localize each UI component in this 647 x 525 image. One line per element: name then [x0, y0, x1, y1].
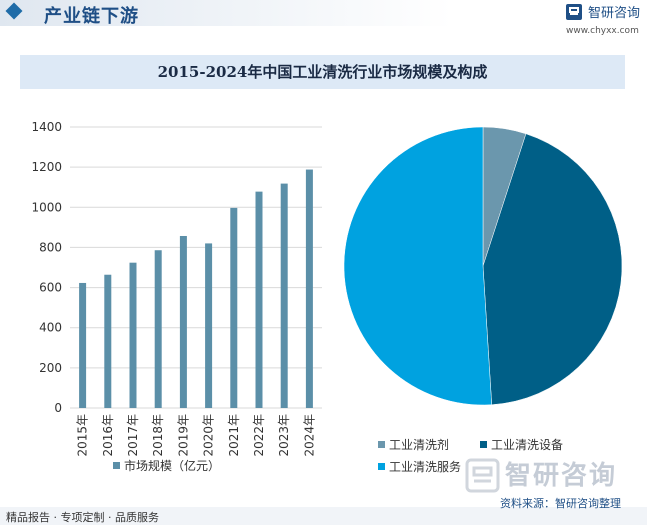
y-tick-label: 1000	[31, 200, 62, 214]
x-tick-label: 2017年	[126, 414, 140, 457]
brand-name: 智研咨询	[588, 6, 641, 21]
y-tick-label: 1200	[31, 160, 62, 174]
x-tick-label: 2020年	[202, 414, 216, 457]
bar	[280, 183, 288, 408]
watermark-text: 智研咨询	[505, 461, 618, 491]
bar	[79, 282, 87, 408]
bar	[154, 250, 162, 408]
y-tick-label: 800	[39, 240, 62, 254]
y-tick-label: 1400	[31, 120, 62, 134]
brand: 智研咨询	[566, 2, 646, 24]
bar	[129, 262, 137, 408]
bar	[179, 235, 187, 408]
y-tick-label: 0	[54, 401, 62, 415]
legend-swatch	[113, 462, 120, 469]
pie-slice	[482, 133, 623, 405]
footer-band	[0, 507, 647, 525]
x-tick-label: 2016年	[101, 414, 115, 457]
pie-slice	[343, 126, 492, 406]
x-tick-label: 2015年	[76, 414, 90, 457]
y-tick-label: 600	[39, 281, 62, 295]
x-tick-label: 2023年	[277, 414, 291, 457]
header-band	[0, 0, 647, 26]
legend-label: 工业清洗剂	[389, 437, 449, 452]
legend-label: 市场规模（亿元）	[124, 458, 220, 473]
source-note: 资料来源：智研咨询整理	[500, 497, 621, 510]
brand-url: www.chyxx.com	[566, 26, 639, 36]
title-band	[20, 55, 625, 89]
footer-tagline: 精品报告 · 专项定制 · 品质服务	[6, 511, 159, 524]
brand-logo-icon	[566, 4, 582, 20]
x-tick-label: 2018年	[151, 414, 165, 457]
bar	[104, 274, 112, 408]
section-title: 产业链下游	[44, 6, 139, 27]
bar	[205, 243, 213, 408]
chart-title: 2015-2024年中国工业清洗行业市场规模及构成	[157, 63, 488, 81]
x-tick-label: 2024年	[302, 414, 316, 457]
bar	[230, 207, 238, 408]
bar	[255, 191, 263, 408]
bar	[305, 169, 313, 408]
watermark-logo-icon	[465, 458, 500, 493]
legend-swatch	[378, 463, 385, 470]
y-tick-label: 200	[39, 361, 62, 375]
y-tick-label: 400	[39, 321, 62, 335]
x-tick-label: 2022年	[252, 414, 266, 457]
x-tick-label: 2019年	[176, 414, 190, 457]
legend-label: 工业清洗设备	[491, 438, 563, 452]
legend-label: 工业清洗服务	[389, 459, 461, 474]
legend-swatch	[480, 441, 487, 448]
legend-swatch	[378, 441, 385, 448]
x-tick-label: 2021年	[227, 414, 241, 457]
